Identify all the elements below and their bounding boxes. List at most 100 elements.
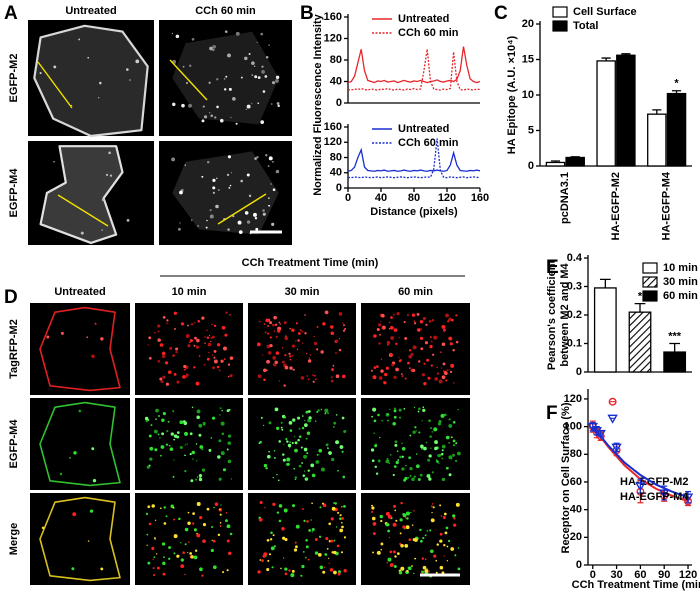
puncta bbox=[261, 65, 264, 68]
puncta bbox=[380, 358, 383, 360]
legend-swatch bbox=[552, 20, 568, 32]
puncta bbox=[280, 567, 282, 570]
puncta bbox=[440, 367, 443, 369]
legend-label: Untreated bbox=[398, 123, 449, 135]
puncta bbox=[428, 320, 432, 323]
panel-label: D bbox=[4, 287, 18, 308]
puncta bbox=[331, 551, 334, 554]
puncta bbox=[305, 410, 309, 414]
puncta bbox=[229, 184, 232, 187]
puncta bbox=[225, 512, 228, 514]
puncta bbox=[250, 102, 253, 105]
puncta bbox=[313, 341, 318, 346]
puncta bbox=[446, 560, 449, 562]
puncta bbox=[246, 220, 251, 224]
puncta bbox=[433, 335, 438, 340]
puncta bbox=[409, 475, 412, 477]
puncta bbox=[305, 556, 307, 559]
puncta bbox=[268, 44, 270, 47]
puncta bbox=[225, 519, 228, 523]
puncta bbox=[201, 468, 206, 472]
puncta bbox=[398, 416, 402, 419]
puncta bbox=[413, 509, 415, 512]
puncta bbox=[266, 344, 271, 349]
puncta bbox=[187, 324, 189, 327]
puncta bbox=[209, 46, 213, 51]
puncta bbox=[333, 550, 337, 555]
puncta bbox=[422, 408, 426, 413]
puncta bbox=[411, 477, 415, 482]
puncta bbox=[216, 343, 221, 347]
puncta bbox=[219, 513, 222, 516]
puncta bbox=[402, 525, 406, 529]
puncta bbox=[387, 413, 389, 416]
puncta bbox=[168, 444, 171, 447]
puncta bbox=[99, 81, 102, 85]
puncta bbox=[388, 321, 391, 324]
marker bbox=[635, 482, 646, 492]
puncta bbox=[78, 409, 82, 413]
y-tick-label: 80 bbox=[570, 448, 582, 460]
error-bar bbox=[634, 302, 646, 313]
puncta bbox=[230, 478, 233, 480]
puncta bbox=[312, 374, 314, 377]
puncta bbox=[380, 519, 383, 523]
puncta bbox=[208, 81, 211, 84]
micrograph bbox=[30, 303, 130, 395]
puncta bbox=[269, 336, 272, 339]
puncta bbox=[393, 504, 397, 508]
puncta bbox=[209, 112, 211, 114]
puncta bbox=[396, 450, 399, 452]
puncta bbox=[162, 572, 166, 576]
puncta bbox=[379, 514, 383, 519]
puncta bbox=[305, 545, 309, 549]
puncta bbox=[147, 505, 151, 509]
puncta bbox=[263, 378, 266, 382]
puncta bbox=[184, 164, 186, 166]
puncta bbox=[394, 443, 398, 447]
puncta bbox=[69, 456, 72, 459]
puncta bbox=[291, 569, 295, 573]
puncta bbox=[192, 458, 194, 460]
puncta bbox=[431, 511, 433, 514]
puncta bbox=[227, 228, 230, 231]
puncta bbox=[254, 157, 257, 160]
puncta bbox=[173, 552, 176, 555]
puncta bbox=[436, 372, 440, 375]
puncta bbox=[371, 506, 375, 510]
puncta bbox=[338, 570, 341, 574]
column-header: Untreated bbox=[65, 5, 116, 17]
puncta bbox=[214, 502, 219, 506]
puncta bbox=[409, 434, 412, 437]
puncta bbox=[422, 565, 427, 570]
puncta bbox=[208, 334, 211, 337]
puncta bbox=[289, 355, 292, 358]
puncta bbox=[390, 336, 395, 340]
puncta bbox=[371, 516, 376, 521]
significance: * bbox=[674, 78, 679, 90]
puncta bbox=[452, 349, 455, 352]
puncta bbox=[277, 104, 280, 108]
legend-swatch bbox=[642, 262, 658, 274]
puncta bbox=[148, 336, 152, 340]
puncta bbox=[271, 103, 273, 105]
puncta bbox=[264, 506, 266, 509]
puncta bbox=[307, 418, 311, 423]
puncta bbox=[270, 531, 273, 535]
puncta bbox=[290, 573, 295, 578]
puncta bbox=[330, 517, 334, 521]
puncta bbox=[311, 473, 316, 478]
puncta bbox=[267, 559, 270, 562]
puncta bbox=[318, 448, 323, 453]
y-tick-label: 15 bbox=[522, 53, 534, 65]
puncta bbox=[393, 409, 397, 413]
puncta bbox=[214, 116, 217, 119]
puncta bbox=[288, 569, 291, 572]
puncta bbox=[457, 567, 461, 571]
puncta bbox=[331, 457, 335, 462]
puncta bbox=[265, 56, 269, 59]
puncta bbox=[295, 322, 298, 325]
puncta bbox=[343, 504, 346, 508]
puncta bbox=[219, 522, 222, 524]
error-bar bbox=[669, 342, 681, 353]
